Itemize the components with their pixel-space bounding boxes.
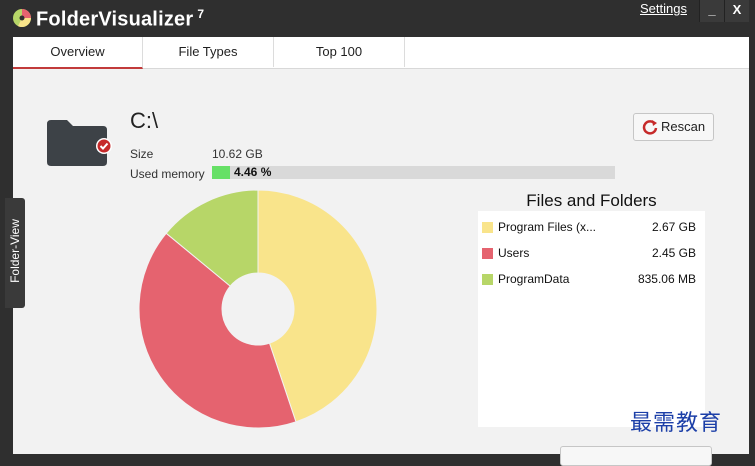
- folder-donut-chart: [138, 189, 378, 429]
- chart-title: Files and Folders: [526, 191, 657, 210]
- app-title: FolderVisualizer 7: [36, 7, 204, 32]
- chart-legend: Program Files (x... 2.67 GB Users 2.45 GB Pr…: [478, 211, 705, 427]
- app-title-text: FolderVisualizer: [36, 8, 194, 31]
- refresh-icon: [642, 120, 658, 135]
- tab-top-100[interactable]: Top 100: [274, 37, 405, 67]
- tab-file-types[interactable]: File Types: [143, 37, 274, 67]
- title-bar: FolderVisualizer 7 Settings _ X: [0, 0, 755, 37]
- legend-item-value: 2.45 GB: [651, 246, 696, 260]
- donut-slice-2[interactable]: [165, 189, 259, 287]
- used-memory-bar-fill: [212, 166, 230, 179]
- legend-item-value: 835.06 MB: [637, 272, 696, 286]
- minimize-button[interactable]: _: [699, 0, 724, 22]
- settings-link[interactable]: Settings: [640, 1, 687, 16]
- size-value: 10.62 GB: [212, 147, 263, 161]
- legend-swatch: [482, 222, 493, 233]
- rescan-label: Rescan: [661, 119, 706, 134]
- legend-item-name: Users: [498, 246, 530, 260]
- drive-name: C:\: [130, 108, 159, 133]
- close-button[interactable]: X: [724, 0, 749, 22]
- legend-item-name: ProgramData: [498, 272, 570, 286]
- bottom-action-button[interactable]: [560, 446, 712, 466]
- watermark: 最需教育: [630, 411, 723, 436]
- folder-view-label: Folder-View: [8, 219, 22, 283]
- folder-icon: [47, 120, 112, 166]
- size-label: Size: [130, 147, 154, 161]
- legend-swatch: [482, 248, 493, 259]
- app-logo-icon: [13, 9, 32, 28]
- legend-swatch: [482, 274, 493, 285]
- app-version: 7: [197, 7, 205, 21]
- tab-strip: Overview File Types Top 100: [13, 37, 749, 69]
- legend-item[interactable]: Program Files (x... 2.67 GB: [482, 219, 696, 237]
- folder-view-side-tab[interactable]: Folder-View: [5, 198, 25, 308]
- used-memory-value: 4.46 %: [234, 165, 272, 179]
- legend-item[interactable]: Users 2.45 GB: [482, 245, 696, 263]
- legend-item[interactable]: ProgramData 835.06 MB: [482, 271, 696, 289]
- legend-item-name: Program Files (x...: [498, 220, 597, 234]
- used-memory-label: Used memory: [130, 167, 205, 181]
- donut-slice-0[interactable]: [257, 189, 378, 423]
- used-memory-bar: [212, 166, 615, 179]
- tab-overview[interactable]: Overview: [13, 37, 143, 69]
- legend-item-value: 2.67 GB: [651, 220, 696, 234]
- rescan-button[interactable]: Rescan: [633, 113, 714, 141]
- donut-slice-1[interactable]: [138, 232, 297, 429]
